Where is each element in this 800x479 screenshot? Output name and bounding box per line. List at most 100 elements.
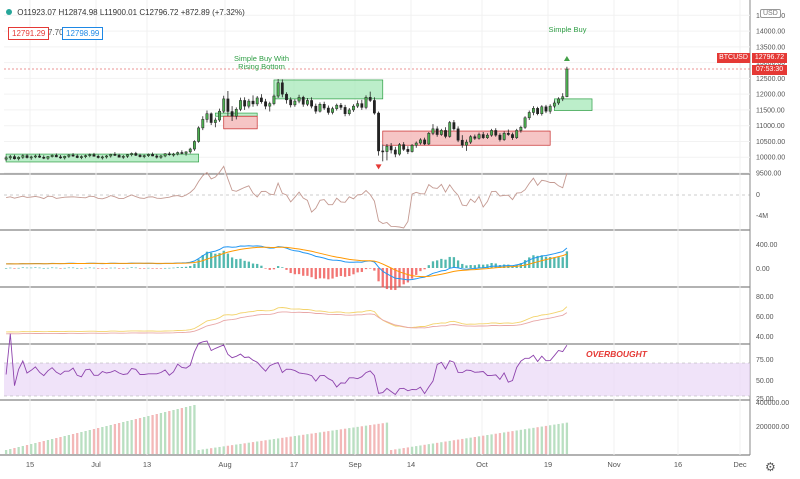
sell-arrow-icon	[375, 164, 382, 170]
candle-down	[481, 134, 485, 138]
candle-down	[339, 104, 343, 108]
candle-up	[427, 133, 431, 145]
macd-histogram-bar	[469, 265, 472, 268]
volume-bar	[444, 441, 447, 454]
candle-up	[17, 156, 21, 160]
volume-bar	[327, 431, 330, 454]
macd-histogram-bar	[394, 268, 397, 291]
candle-down	[381, 150, 385, 153]
candle-up	[465, 141, 468, 146]
candle-up	[523, 117, 527, 128]
candle-up	[431, 128, 435, 134]
volume-bar	[436, 442, 439, 454]
candle-down	[536, 108, 540, 114]
candle-down	[435, 128, 439, 135]
macd-histogram-bar	[565, 251, 569, 268]
candle-up	[234, 109, 238, 117]
candle-up	[247, 100, 251, 107]
macd-histogram-bar	[205, 251, 209, 268]
macd-histogram-bar	[13, 268, 16, 269]
macd-histogram-bar	[88, 267, 91, 269]
candle-up	[485, 134, 489, 138]
volume-bar	[394, 449, 397, 454]
candle-up	[293, 100, 297, 106]
volume-bar	[557, 423, 560, 454]
candle-up	[205, 113, 209, 120]
candle-up	[540, 106, 544, 114]
candle-up	[159, 155, 163, 158]
volume-bar	[339, 429, 343, 454]
candle-up	[176, 152, 180, 155]
candle-down	[59, 156, 62, 159]
volume-bar	[348, 428, 351, 454]
volume-bar	[243, 443, 246, 454]
candle-up	[557, 98, 560, 104]
macd-histogram-bar	[180, 267, 184, 268]
volume-bar	[415, 446, 418, 454]
time-axis-label: Oct	[476, 460, 489, 469]
volume-bar	[235, 444, 238, 454]
macd-histogram-bar	[532, 255, 535, 268]
volume-bar	[34, 443, 37, 454]
candle-up	[268, 103, 272, 107]
candle-down	[444, 130, 447, 137]
candle-up	[515, 130, 519, 138]
simple-buy-annotation: Simple Buy	[548, 25, 587, 34]
volume-bar	[113, 424, 117, 454]
macd-histogram-bar	[230, 257, 234, 268]
volume-bar	[272, 439, 276, 454]
volume-bar	[549, 425, 552, 454]
candle-down	[230, 111, 234, 117]
macd-histogram-bar	[364, 268, 368, 270]
candle-up	[80, 156, 83, 158]
macd-histogram-bar	[507, 264, 510, 268]
candle-up	[88, 154, 92, 156]
overbought-label: OVERBOUGHT	[586, 349, 647, 359]
candle-up	[50, 155, 54, 157]
macd-histogram-bar	[176, 267, 179, 268]
price-tick-label: 12500.00	[756, 76, 785, 83]
support-box-green	[554, 98, 593, 111]
macd-histogram-bar	[297, 268, 301, 275]
volume-bar	[515, 430, 518, 454]
volume-bar	[180, 408, 184, 454]
candle-down	[134, 153, 138, 156]
candle-down	[511, 134, 514, 138]
volume-bar	[410, 446, 414, 454]
candle-up	[335, 104, 339, 109]
currency-badge[interactable]: USD	[760, 9, 781, 18]
candle-up	[306, 100, 309, 105]
macd-histogram-bar	[327, 268, 330, 280]
candle-down	[506, 133, 510, 135]
candle-down	[372, 100, 376, 114]
buy-price-button[interactable]: 12798.99	[62, 27, 104, 40]
macd-histogram-bar	[251, 263, 255, 268]
macd-histogram-bar	[226, 253, 230, 268]
stoch-tick-label: 40.00	[756, 334, 774, 341]
volume-bar	[389, 450, 393, 454]
sell-price-button[interactable]: 12791.29	[8, 27, 50, 40]
volume-bar	[532, 427, 535, 454]
candle-up	[410, 144, 414, 152]
macd-histogram-bar	[419, 268, 422, 272]
macd-histogram-bar	[331, 268, 334, 279]
macd-histogram-bar	[101, 268, 104, 269]
macd-histogram-bar	[406, 268, 410, 283]
volume-bar	[59, 437, 62, 454]
candle-up	[184, 151, 188, 154]
candle-up	[352, 105, 355, 111]
last-price-tag: 12796.72	[752, 53, 787, 63]
gear-icon[interactable]: ⚙	[765, 460, 776, 474]
candle-down	[167, 153, 171, 156]
macd-histogram-bar	[97, 268, 100, 269]
macd-histogram-bar	[193, 263, 196, 268]
macd-histogram-bar	[25, 267, 29, 269]
volume-bar	[117, 423, 121, 454]
candle-down	[326, 107, 330, 113]
macd-histogram-bar	[210, 252, 213, 268]
macd-histogram-bar	[553, 257, 556, 268]
macd-histogram-bar	[92, 267, 96, 269]
candle-down	[251, 100, 255, 105]
macd-histogram-bar	[465, 265, 468, 268]
